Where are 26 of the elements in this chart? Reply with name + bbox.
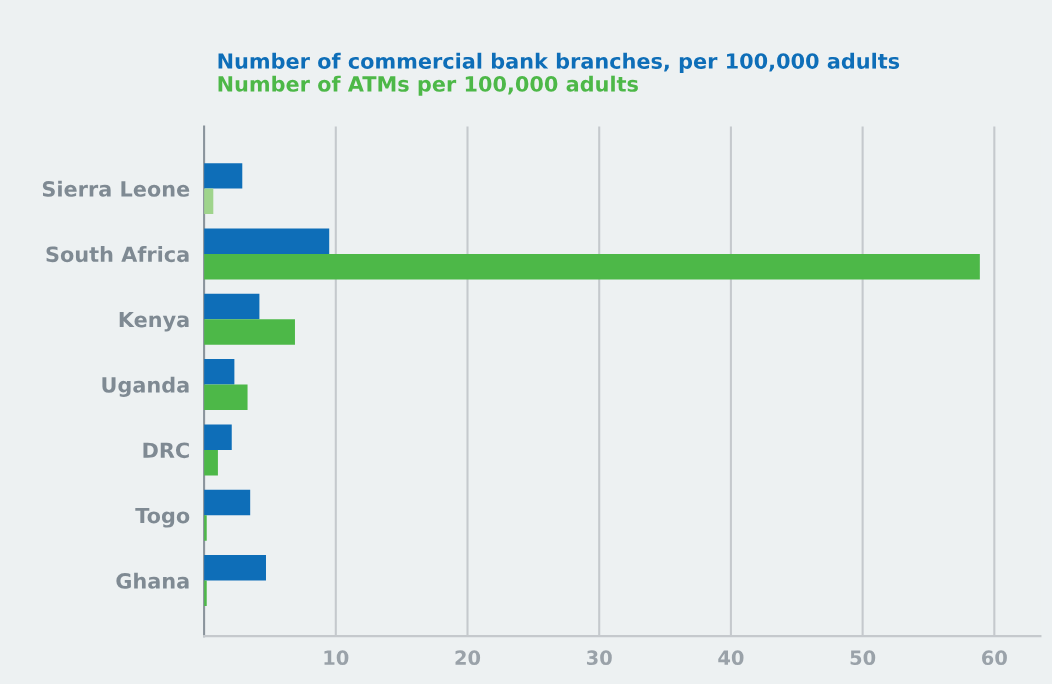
y-tick-label: Uganda [102,376,189,398]
y-tick-label: DRC [143,442,189,459]
y-tick-label: South Africa [46,246,189,263]
bar [204,384,248,411]
text: Number of commercial bank branches, per 100,000 adults [218,52,900,73]
bar [204,228,330,254]
bar [204,449,218,476]
bar [204,319,295,345]
x-tick-label: 60 [982,650,1007,666]
bar [204,163,243,189]
text: Number of ATMs per 100,000 adults [218,75,638,96]
bar [204,424,232,450]
bar [204,359,235,385]
bar [204,293,260,320]
x-tick-label: 40 [718,650,744,666]
bar [204,555,266,581]
x-tick-label: 10 [324,650,349,666]
bar [204,253,980,280]
x-tick-label: 30 [586,650,612,666]
x-tick-label: 20 [455,650,481,666]
y-tick-label: Ghana [116,572,189,589]
y-tick-label: Sierra Leone [42,180,190,197]
y-tick-label: Kenya [119,311,189,332]
x-tick-label: 50 [850,650,876,666]
y-tick-label: Togo [135,507,190,528]
bar [204,489,251,516]
